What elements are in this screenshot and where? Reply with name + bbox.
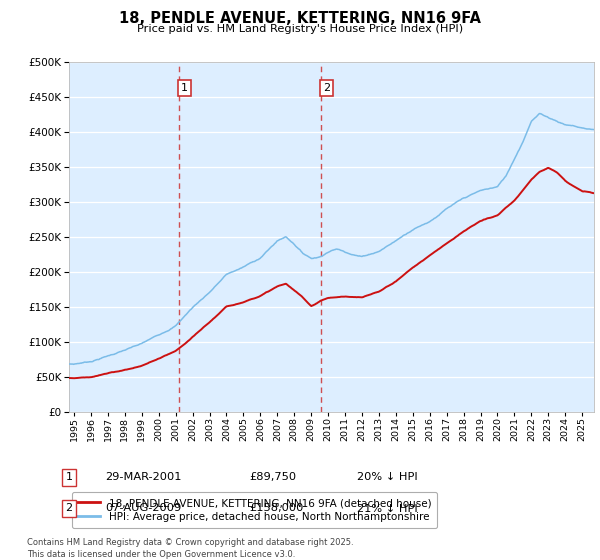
Text: £89,750: £89,750 bbox=[249, 472, 296, 482]
Text: 21% ↓ HPI: 21% ↓ HPI bbox=[357, 503, 418, 514]
Text: 2: 2 bbox=[65, 503, 73, 514]
Text: 2: 2 bbox=[323, 83, 330, 93]
Text: Contains HM Land Registry data © Crown copyright and database right 2025.
This d: Contains HM Land Registry data © Crown c… bbox=[27, 538, 353, 559]
Text: £158,000: £158,000 bbox=[249, 503, 304, 514]
Text: 20% ↓ HPI: 20% ↓ HPI bbox=[357, 472, 418, 482]
Text: Price paid vs. HM Land Registry's House Price Index (HPI): Price paid vs. HM Land Registry's House … bbox=[137, 24, 463, 34]
Text: 1: 1 bbox=[65, 472, 73, 482]
Text: 29-MAR-2001: 29-MAR-2001 bbox=[105, 472, 182, 482]
Text: 07-AUG-2009: 07-AUG-2009 bbox=[105, 503, 181, 514]
Text: 1: 1 bbox=[181, 83, 188, 93]
Legend: 18, PENDLE AVENUE, KETTERING, NN16 9FA (detached house), HPI: Average price, det: 18, PENDLE AVENUE, KETTERING, NN16 9FA (… bbox=[71, 492, 437, 528]
Text: 18, PENDLE AVENUE, KETTERING, NN16 9FA: 18, PENDLE AVENUE, KETTERING, NN16 9FA bbox=[119, 11, 481, 26]
